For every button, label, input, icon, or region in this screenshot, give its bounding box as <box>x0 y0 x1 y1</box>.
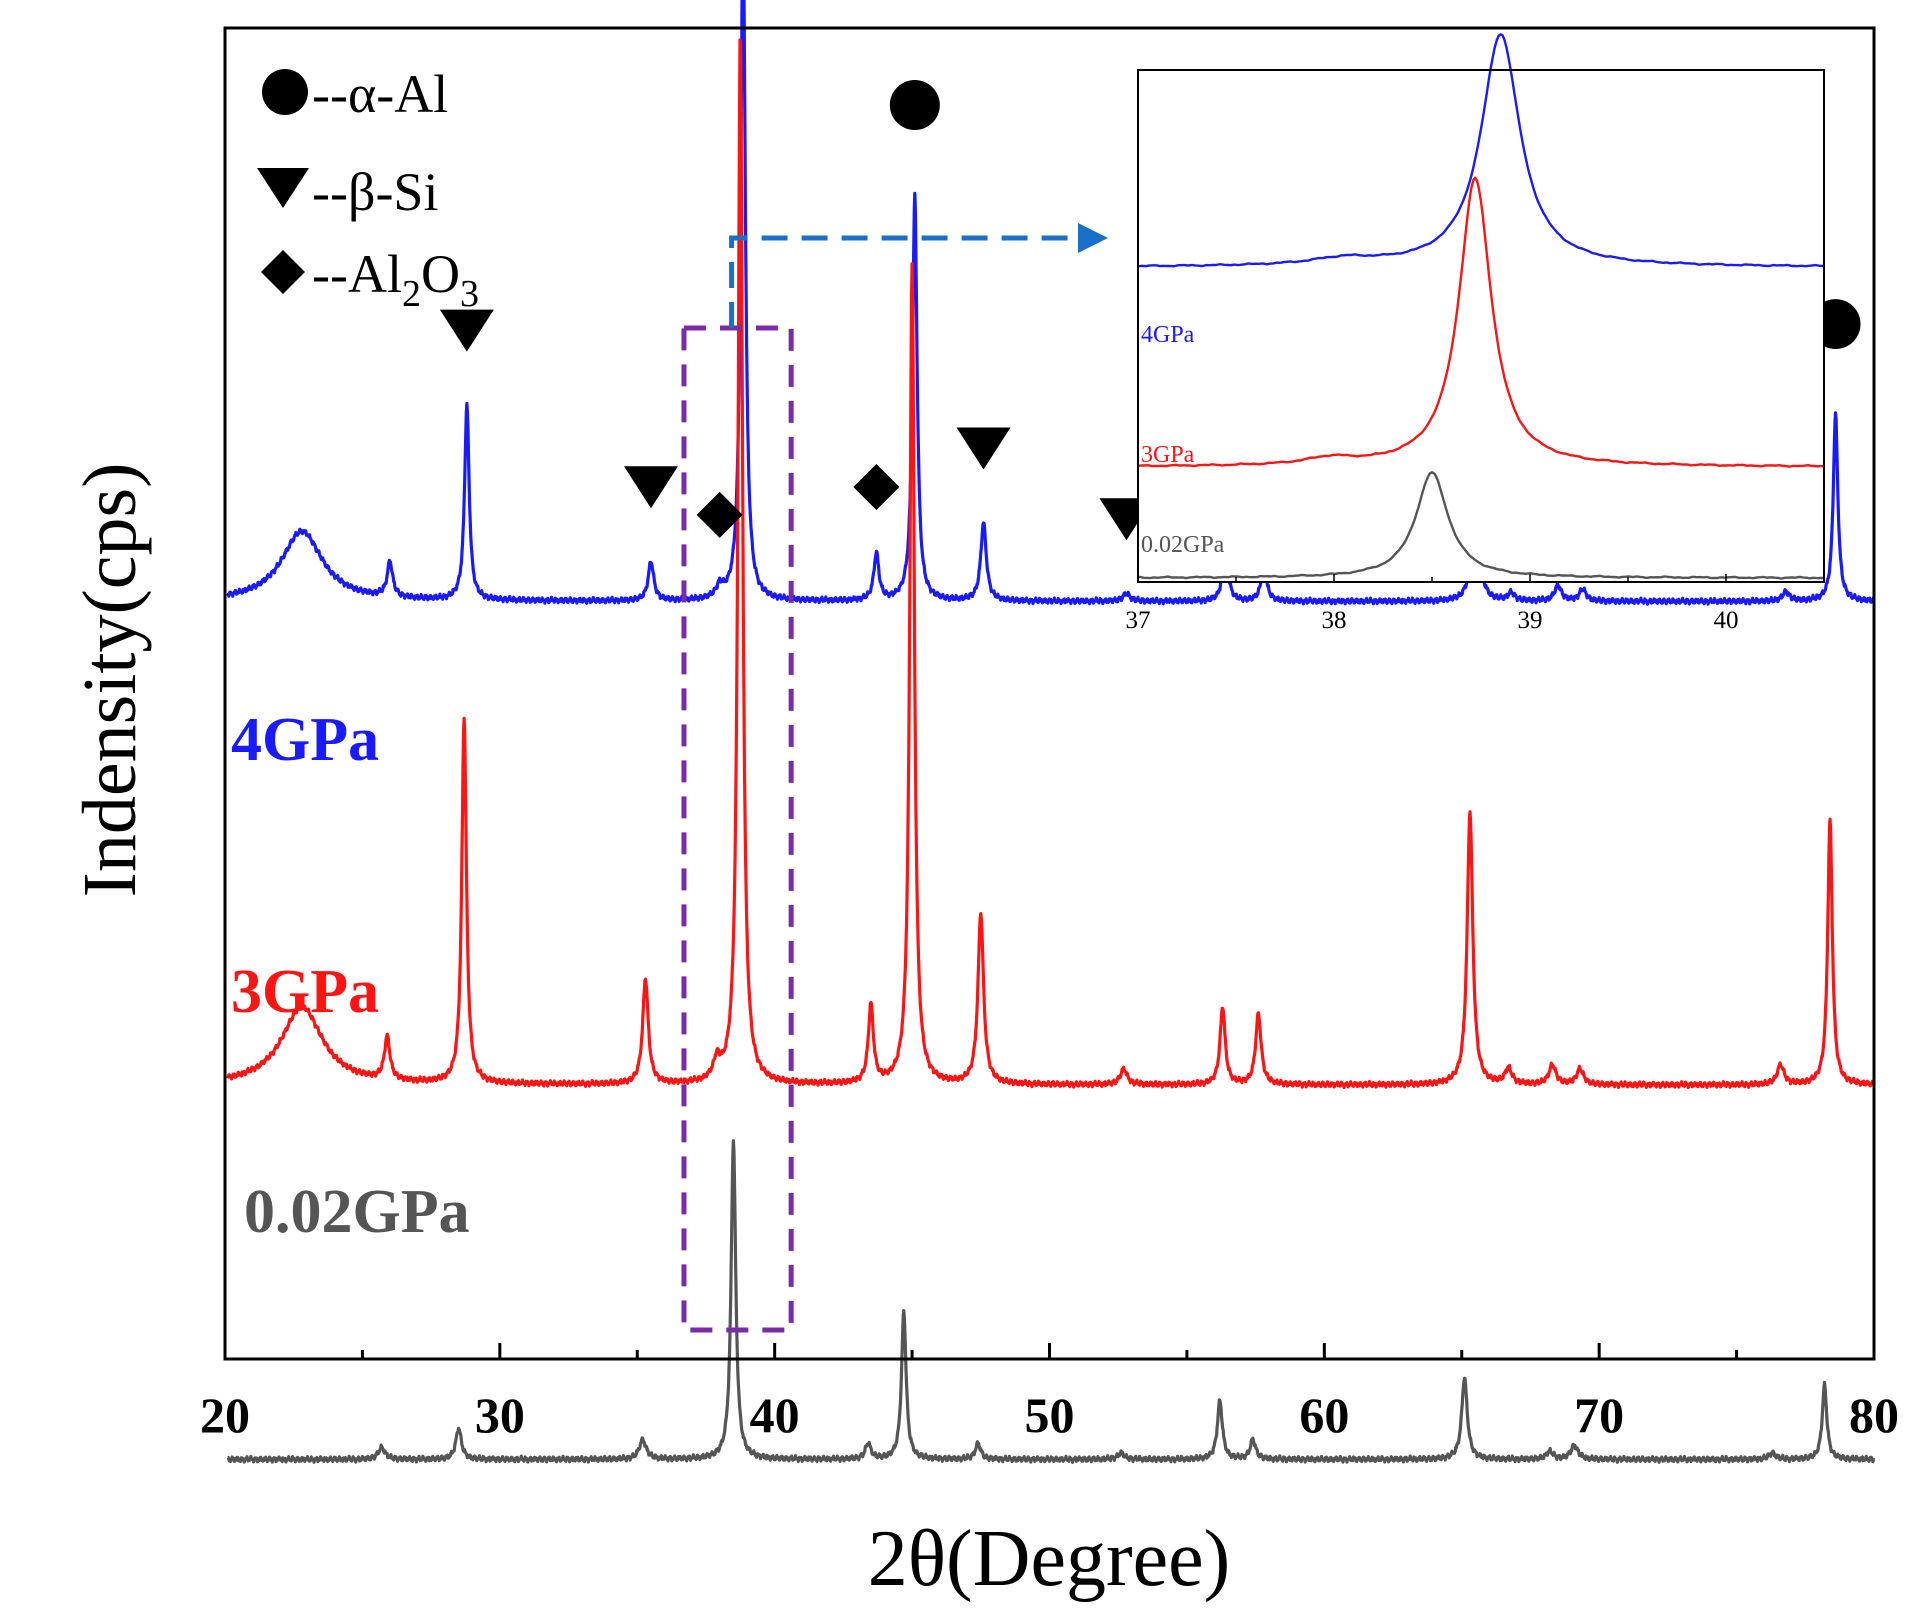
legend-item-alpha-al: --α-Al <box>262 64 448 124</box>
marker-beta-si <box>439 309 494 352</box>
legend-label-beta-si: --β-Si <box>312 162 438 222</box>
y-axis-label: Indensity(cps) <box>68 463 152 898</box>
inset-series-line-3GPa <box>1137 176 1825 468</box>
inset-series-label-4GPa: 4GPa <box>1141 322 1195 348</box>
legend-circle-marker <box>262 69 308 115</box>
x-tick-label: 40 <box>750 1387 800 1443</box>
x-tick-label: 30 <box>475 1387 525 1443</box>
inset-x-tick-label: 38 <box>1322 607 1347 634</box>
legend-label-al2o3: --Al2O3 <box>312 244 479 315</box>
x-tick-label: 50 <box>1025 1387 1075 1443</box>
legend-item-al2o3: --Al2O3 <box>261 244 479 315</box>
marker-beta-si <box>956 427 1011 470</box>
inset-background <box>1138 70 1824 582</box>
inset-x-tick-label: 37 <box>1126 607 1151 634</box>
x-tick-label: 70 <box>1574 1387 1624 1443</box>
x-axis: 20 30 40 50 60 70 80 <box>200 1343 1899 1443</box>
series-line-0.02GPa <box>226 1139 1876 1464</box>
series-labels-group: 4GPa 3GPa 0.02GPa <box>231 706 470 1246</box>
x-tick-label: 60 <box>1299 1387 1349 1443</box>
legend-item-beta-si: --β-Si <box>257 162 438 222</box>
inset-x-tick-label: 39 <box>1518 607 1543 634</box>
inset-series-label-0.02GPa: 0.02GPa <box>1141 532 1225 558</box>
x-tick-label: 20 <box>200 1387 250 1443</box>
inset-x-tick-label: 40 <box>1714 607 1739 634</box>
legend-label-alpha-al: --α-Al <box>312 64 448 124</box>
legend: --α-Al --β-Si --Al2O3 <box>257 64 479 315</box>
main-series-group <box>226 0 1876 1464</box>
inset-series-group <box>1137 33 1825 580</box>
zoom-arrow <box>729 235 1080 328</box>
inset-series-labels-group: 4GPa 3GPa 0.02GPa <box>1141 322 1225 558</box>
marker-alpha-al <box>889 80 940 131</box>
legend-diamond-marker <box>261 250 305 294</box>
inset-x-axis: 37 38 39 40 <box>1126 574 1825 634</box>
zoom-region-box <box>681 325 794 1333</box>
inset-series-label-3GPa: 3GPa <box>1141 442 1195 468</box>
marker-al2o3 <box>853 464 900 511</box>
series-line-4GPa <box>226 0 1876 606</box>
marker-beta-si <box>623 466 678 509</box>
series-label-3GPa: 3GPa <box>231 958 379 1026</box>
zoom-arrowhead <box>1078 223 1108 253</box>
x-tick-label: 80 <box>1849 1387 1899 1443</box>
marker-al2o3 <box>696 491 743 538</box>
x-axis-label: 2θ(Degree) <box>868 1515 1231 1603</box>
series-line-3GPa <box>226 38 1876 1090</box>
inset-series-line-4GPa <box>1137 33 1825 268</box>
inset-plot: 4GPa 3GPa 0.02GPa 37 38 39 40 <box>1126 33 1825 634</box>
inset-frame <box>1137 69 1825 583</box>
legend-triangle-marker <box>257 168 309 208</box>
series-label-4GPa: 4GPa <box>231 706 379 774</box>
series-label-0.02GPa: 0.02GPa <box>244 1178 470 1246</box>
inset-series-line-0.02GPa <box>1137 471 1825 580</box>
